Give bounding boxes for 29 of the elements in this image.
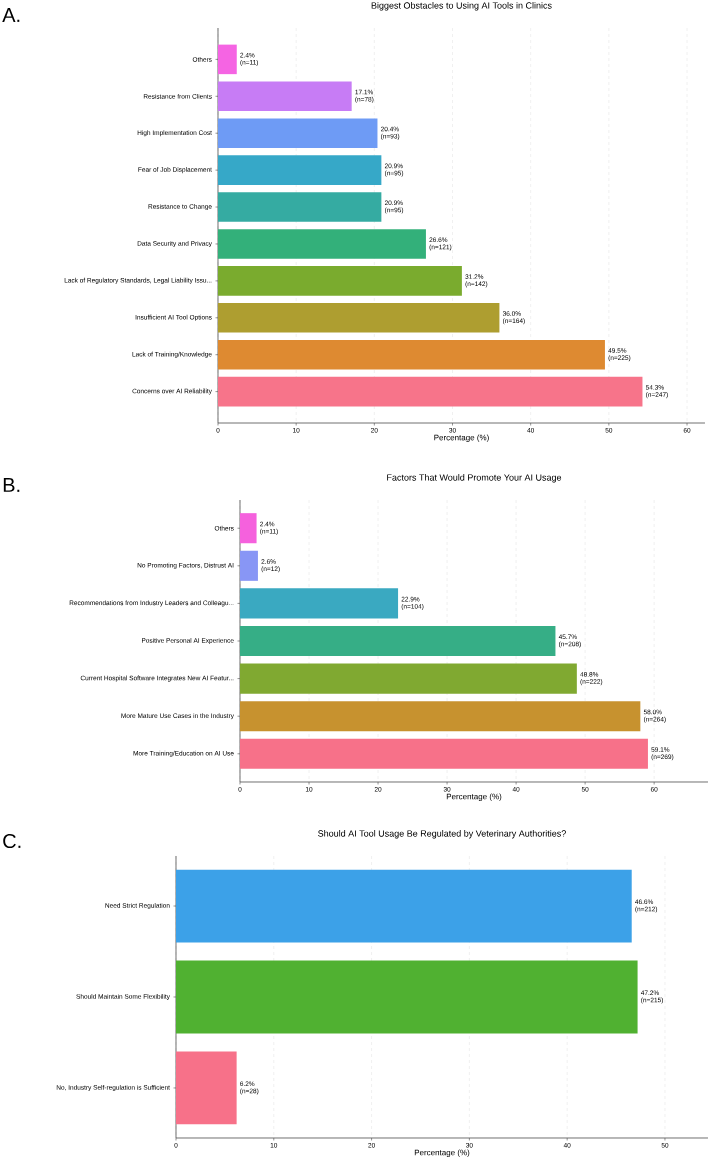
chart-title: Factors That Would Promote Your AI Usage [387,474,562,483]
bar [240,513,257,544]
bar [240,625,556,657]
bar [218,155,382,185]
text: A. [2,8,20,22]
bar [176,960,638,1034]
text: C. [3,833,21,849]
bar [218,118,378,148]
text: B. [3,478,20,492]
chart-title: Should AI Tool Usage Be Regulated by Veterinary Authorities? [318,830,566,839]
bar [240,738,648,769]
bar [218,44,237,75]
bar [218,229,426,259]
x-axis-title: Percentage (%) [446,793,502,801]
x-axis-title: Percentage (%) [434,434,489,442]
bar [218,81,352,112]
bar [240,701,641,732]
bar [176,1051,237,1125]
bar [240,663,577,694]
bar [218,339,605,370]
bar [176,869,632,943]
chart-title: Biggest Obstacles to Using AI Tools in Clinics [371,2,552,11]
bar [218,192,382,222]
bar [218,266,462,296]
bar [240,588,399,619]
bar [218,376,643,407]
bar [218,303,500,333]
x-axis-title: Percentage (%) [414,1149,470,1157]
bar [240,550,258,581]
